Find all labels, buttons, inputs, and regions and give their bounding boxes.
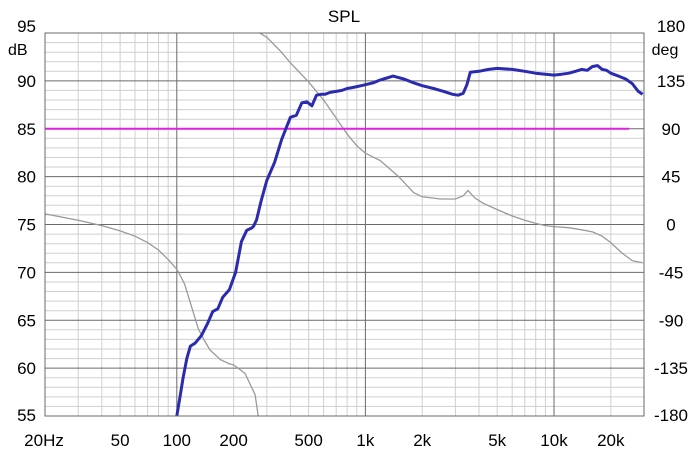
right-axis-ticks: 180 135 90 45 0 -45 -90 -135 -180 bbox=[654, 17, 688, 425]
x-tick-label: 50 bbox=[111, 431, 130, 450]
series-layer bbox=[44, 32, 644, 417]
left-tick-label: 85 bbox=[17, 120, 36, 139]
left-tick-label: 55 bbox=[17, 406, 36, 425]
right-tick-label: 45 bbox=[662, 168, 681, 187]
x-tick-label: 10k bbox=[540, 431, 568, 450]
left-tick-label: 70 bbox=[17, 263, 36, 282]
left-tick-label: 80 bbox=[17, 168, 36, 187]
x-tick-label: 20k bbox=[597, 431, 625, 450]
left-tick-label: 95 bbox=[17, 17, 36, 36]
plot-frame bbox=[44, 32, 645, 417]
phase-curve bbox=[44, 32, 643, 417]
right-tick-label: -135 bbox=[654, 359, 688, 378]
left-tick-label: 90 bbox=[17, 72, 36, 91]
right-tick-label: 135 bbox=[657, 72, 685, 91]
x-axis-ticks: 20Hz 50 100 200 500 1k 2k 5k 10k 20k bbox=[24, 431, 625, 450]
left-tick-label: 60 bbox=[17, 359, 36, 378]
x-tick-label: 20Hz bbox=[24, 431, 64, 450]
right-tick-label: -45 bbox=[659, 263, 684, 282]
left-axis-unit: dB bbox=[8, 42, 28, 59]
right-tick-label: 180 bbox=[657, 17, 685, 36]
x-tick-label: 100 bbox=[163, 431, 191, 450]
spl-curve bbox=[175, 64, 644, 417]
right-tick-label: -180 bbox=[654, 406, 688, 425]
x-tick-label: 500 bbox=[294, 431, 322, 450]
right-axis-unit: deg bbox=[652, 42, 679, 59]
left-axis-ticks: 95 90 85 80 75 70 65 60 55 bbox=[17, 17, 36, 425]
chart-title: SPL bbox=[328, 7, 360, 26]
right-tick-label: -90 bbox=[659, 311, 684, 330]
left-tick-label: 75 bbox=[17, 216, 36, 235]
left-tick-label: 65 bbox=[17, 311, 36, 330]
x-tick-label: 200 bbox=[219, 431, 247, 450]
x-tick-label: 1k bbox=[356, 431, 374, 450]
x-tick-label: 5k bbox=[488, 431, 506, 450]
right-tick-label: 90 bbox=[662, 120, 681, 139]
right-tick-label: 0 bbox=[666, 216, 675, 235]
x-tick-label: 2k bbox=[413, 431, 431, 450]
